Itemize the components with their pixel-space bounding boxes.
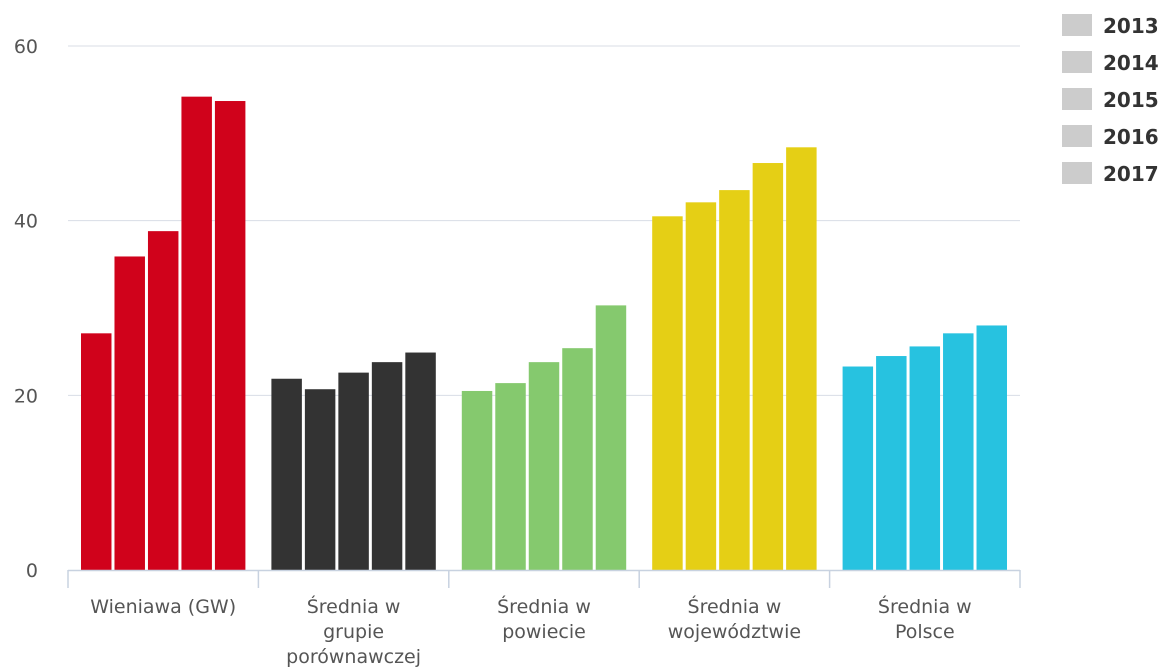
bar-2015[interactable] — [909, 346, 941, 570]
legend-item-2015[interactable]: 2015 — [1062, 88, 1159, 112]
bar-2015[interactable] — [338, 372, 369, 570]
y-tick-label: 60 — [14, 36, 38, 58]
bar-2013[interactable] — [842, 366, 874, 570]
bar-2013[interactable] — [652, 216, 683, 571]
bar-2014[interactable] — [495, 383, 526, 570]
legend-swatch — [1062, 125, 1092, 147]
bar-2017[interactable] — [786, 147, 817, 570]
x-category-label: Średnia w — [688, 594, 782, 618]
y-tick-label: 20 — [14, 385, 38, 407]
bar-2016[interactable] — [562, 348, 593, 570]
legend-label: 2014 — [1103, 51, 1159, 75]
bar-2015[interactable] — [147, 231, 179, 570]
bar-2014[interactable] — [114, 256, 145, 570]
legend: 2013 2014 2015 2016 2017 — [1062, 14, 1159, 186]
bar-2017[interactable] — [976, 325, 1007, 570]
legend-swatch — [1062, 14, 1092, 36]
bar-2013[interactable] — [271, 378, 302, 570]
x-category-label: grupie — [323, 621, 384, 643]
legend-label: 2013 — [1103, 14, 1159, 38]
bar-2015[interactable] — [719, 190, 750, 570]
x-category-label: porównawczej — [286, 646, 421, 668]
legend-swatch — [1062, 88, 1092, 110]
legend-swatch — [1062, 162, 1092, 184]
bar-2015[interactable] — [528, 362, 560, 570]
x-axis-labels: Wieniawa (GW) Średnia w grupie porównawczej… — [90, 594, 971, 668]
bars — [81, 96, 1007, 571]
bar-2014[interactable] — [876, 356, 907, 570]
bar-2013[interactable] — [461, 390, 493, 570]
x-category-label: Polsce — [895, 621, 955, 643]
bar-2013[interactable] — [81, 333, 112, 570]
bar-2016[interactable] — [181, 96, 212, 571]
x-category-label: Średnia w — [497, 594, 591, 618]
y-tick-label: 0 — [26, 560, 38, 582]
legend-item-2013[interactable]: 2013 — [1062, 14, 1159, 38]
bar-2016[interactable] — [943, 333, 974, 570]
legend-label: 2016 — [1103, 125, 1159, 149]
bar-2016[interactable] — [752, 163, 784, 570]
bar-2017[interactable] — [214, 101, 246, 571]
y-axis-labels: 0 20 40 60 — [14, 36, 38, 582]
x-category-label: powiecie — [502, 621, 586, 643]
legend-swatch — [1062, 51, 1092, 73]
legend-item-2017[interactable]: 2017 — [1062, 162, 1159, 186]
legend-label: 2017 — [1103, 162, 1159, 186]
bar-2017[interactable] — [405, 352, 436, 570]
bar-2017[interactable] — [595, 305, 627, 570]
legend-label: 2015 — [1103, 88, 1159, 112]
x-category-label: województwie — [668, 621, 801, 643]
bar-2014[interactable] — [304, 389, 336, 570]
legend-item-2016[interactable]: 2016 — [1062, 125, 1159, 149]
x-category-label: Średnia w — [878, 594, 972, 618]
x-category-label: Wieniawa (GW) — [90, 596, 236, 618]
x-category-label: Średnia w — [307, 594, 401, 618]
x-axis — [67, 569, 1021, 588]
bar-2014[interactable] — [685, 202, 717, 570]
y-tick-label: 40 — [14, 211, 38, 233]
bar-2016[interactable] — [371, 362, 403, 570]
legend-item-2014[interactable]: 2014 — [1062, 51, 1159, 75]
